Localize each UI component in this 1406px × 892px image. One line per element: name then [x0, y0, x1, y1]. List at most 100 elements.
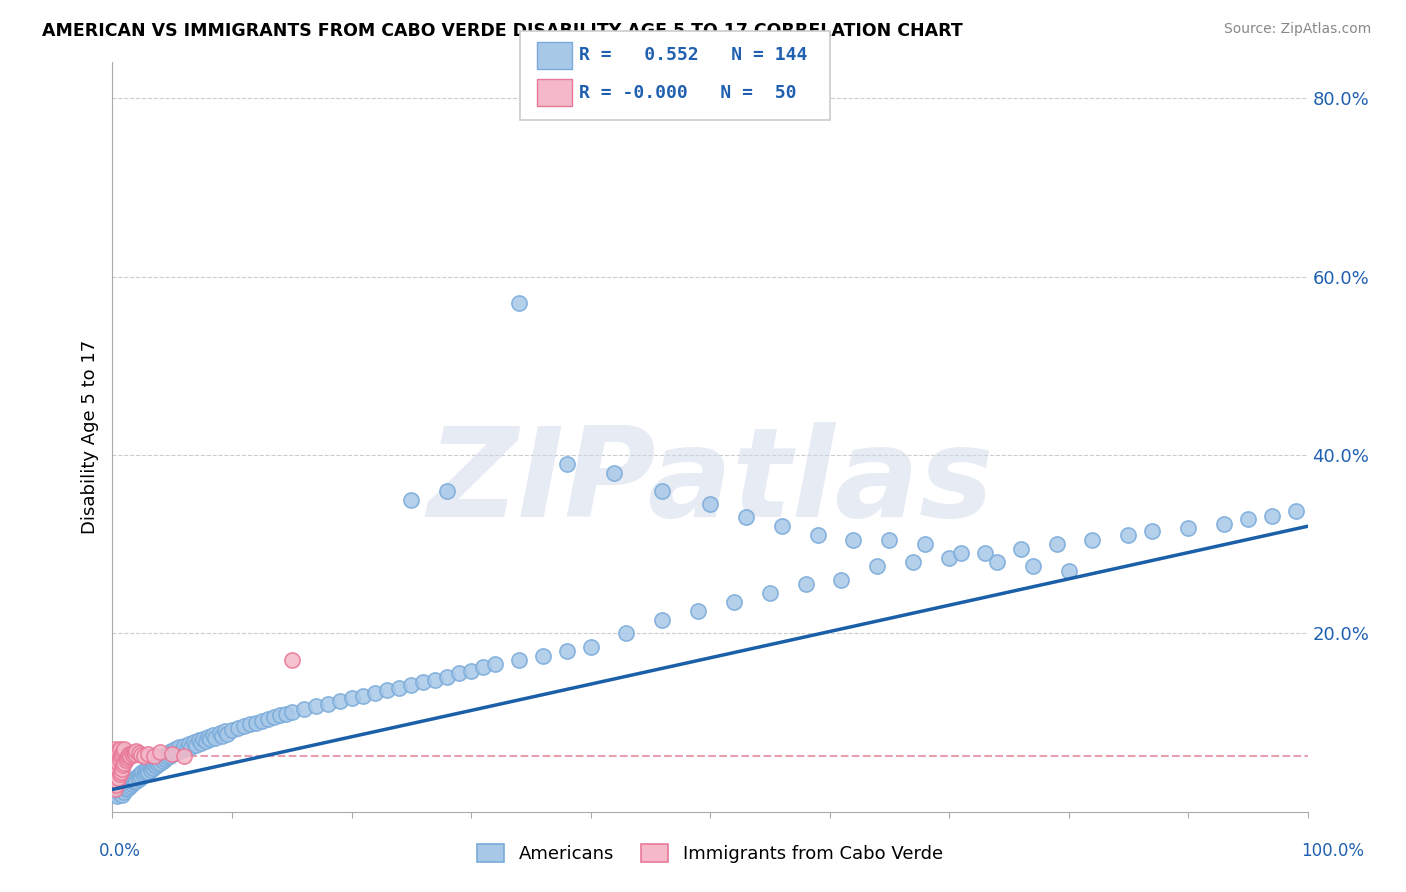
Point [1177, 521, 1199, 535]
Point [104, 787, 127, 801]
Point [329, 694, 352, 708]
Point [201, 728, 224, 742]
Point [108, 786, 131, 800]
Point [111, 762, 134, 776]
Point [1081, 533, 1104, 547]
Y-axis label: Disability Age 5 to 17: Disability Age 5 to 17 [80, 340, 98, 534]
Point [974, 546, 997, 560]
Point [759, 586, 782, 600]
Point [105, 762, 128, 776]
Point [1057, 564, 1080, 578]
Point [169, 740, 191, 755]
Point [166, 745, 188, 759]
Point [103, 756, 125, 770]
Point [193, 731, 215, 746]
Point [651, 613, 673, 627]
Point [616, 626, 638, 640]
Point [173, 748, 195, 763]
Point [159, 748, 181, 763]
Point [122, 775, 145, 789]
Point [117, 749, 139, 764]
Point [794, 577, 817, 591]
Point [145, 755, 167, 769]
Point [114, 756, 135, 770]
Point [117, 780, 139, 795]
Point [122, 772, 145, 787]
Point [131, 765, 153, 780]
Point [651, 483, 673, 498]
Point [412, 675, 434, 690]
Point [120, 748, 142, 763]
Point [122, 745, 145, 759]
Point [112, 784, 135, 798]
Point [274, 706, 297, 721]
Point [340, 691, 363, 706]
Point [194, 734, 217, 748]
Point [938, 550, 960, 565]
Point [903, 555, 925, 569]
Point [107, 756, 129, 770]
Point [105, 789, 128, 803]
Point [152, 754, 174, 768]
Point [269, 708, 291, 723]
Point [1213, 517, 1236, 532]
Point [105, 749, 128, 764]
Point [143, 756, 166, 771]
Point [163, 742, 186, 756]
Point [149, 745, 172, 759]
Point [352, 689, 374, 703]
Point [914, 537, 936, 551]
Point [170, 743, 193, 757]
Point [104, 760, 127, 774]
Point [187, 733, 209, 747]
Point [143, 748, 166, 763]
Point [103, 778, 125, 792]
Point [364, 686, 387, 700]
Point [204, 731, 226, 745]
Point [579, 640, 602, 654]
Text: ZIPatlas: ZIPatlas [427, 422, 993, 542]
Point [104, 742, 127, 756]
Point [842, 533, 865, 547]
Point [114, 742, 135, 756]
Point [105, 785, 128, 799]
Point [173, 739, 195, 753]
Point [120, 779, 142, 793]
Point [263, 710, 285, 724]
Point [110, 783, 132, 797]
Point [128, 746, 150, 760]
Point [460, 664, 482, 678]
Point [132, 749, 155, 764]
Point [699, 497, 721, 511]
Point [110, 764, 132, 779]
Legend: Americans, Immigrants from Cabo Verde: Americans, Immigrants from Cabo Verde [470, 837, 950, 870]
Point [107, 771, 129, 785]
Point [1046, 537, 1069, 551]
Point [105, 773, 128, 788]
Point [125, 744, 148, 758]
Point [115, 778, 138, 792]
Point [180, 739, 202, 754]
Point [111, 747, 134, 761]
Text: R = -0.000   N =  50: R = -0.000 N = 50 [579, 84, 797, 102]
Point [139, 763, 162, 777]
Point [484, 657, 506, 671]
Point [121, 777, 143, 791]
Point [155, 747, 177, 762]
Point [292, 702, 315, 716]
Point [1142, 524, 1164, 538]
Point [135, 766, 157, 780]
Text: R =   0.552   N = 144: R = 0.552 N = 144 [579, 46, 807, 64]
Point [177, 737, 200, 751]
Point [377, 683, 399, 698]
Point [112, 744, 135, 758]
Point [226, 721, 249, 735]
Point [950, 546, 973, 560]
Point [138, 764, 160, 779]
Point [148, 753, 170, 767]
Point [447, 666, 470, 681]
Point [436, 670, 458, 684]
Point [866, 559, 889, 574]
Point [103, 747, 125, 761]
Point [1261, 508, 1284, 523]
